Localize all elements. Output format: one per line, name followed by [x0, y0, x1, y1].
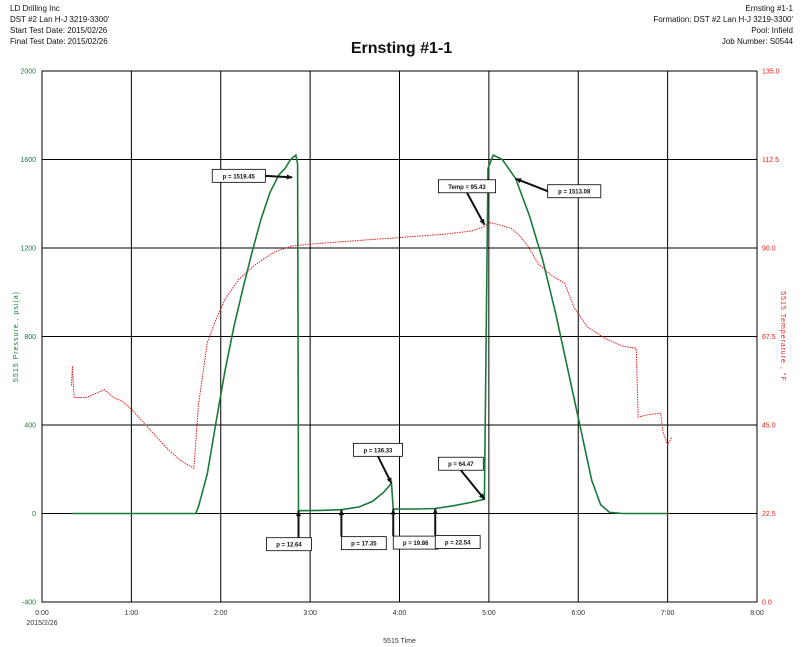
annotation-label: p = 12.64	[276, 543, 302, 549]
annotation-label: p = 17.35	[351, 542, 377, 548]
chart-title: Ernsting #1-1	[350, 40, 453, 57]
y-tick-label: 400	[24, 423, 36, 430]
annotation-label: p = 1519.45	[223, 174, 256, 180]
y-tick-label: -400	[22, 600, 36, 607]
job-number: Job Number: S0544	[721, 37, 793, 46]
x-tick-label: 6:00	[571, 610, 585, 617]
annotation-arrowhead	[479, 218, 485, 225]
annotation-label: p = 22.54	[445, 541, 471, 547]
annotation-label: p = 19.86	[403, 541, 429, 547]
y-tick-label: 0	[32, 511, 36, 518]
start-test-date: Start Test Date: 2015/02/26	[10, 26, 108, 35]
x-tick-label: 5:00	[482, 610, 496, 617]
x-tick-label: 4:00	[393, 610, 407, 617]
annotation-arrowhead	[390, 509, 396, 515]
annotation-arrow	[466, 192, 486, 226]
y-axis-label: 5515 Pressure , psi(a)	[13, 291, 20, 382]
header-left: LD Drilling Inc DST #2 Lan H-J 3219-3300…	[10, 3, 109, 47]
y2-tick-label: 22.5	[762, 511, 776, 518]
annotation-arrowhead	[478, 493, 485, 500]
x-tick-label: 1:00	[125, 610, 139, 617]
temperature-line	[71, 221, 673, 470]
annotation-box	[434, 535, 481, 549]
annotation-label: p = 1513.08	[558, 190, 591, 196]
annotation-label: Temp = 95.43	[448, 185, 486, 191]
y2-tick-label: 0.0	[762, 600, 772, 607]
annotation-arrowhead	[515, 178, 522, 184]
annotation-arrowhead	[338, 509, 345, 516]
x-tick-label: 2:00	[214, 610, 228, 617]
formation: Formation: DST #2 Lan H-J 3219-3300'	[653, 15, 793, 24]
final-test-date: Final Test Date: 2015/02/26	[10, 37, 108, 46]
annotation-arrow	[515, 177, 549, 193]
y2-tick-label: 67.5	[762, 334, 776, 341]
x-tick-label: 3:00	[303, 610, 317, 617]
annotation-arrowhead	[286, 174, 293, 180]
pool: Pool: Infield	[751, 26, 793, 35]
annotation-box	[266, 537, 312, 552]
annotation-arrowhead	[432, 508, 438, 514]
header-right: Ernsting #1-1 Formation: DST #2 Lan H-J …	[653, 3, 793, 47]
y2-tick-label: 45.0	[762, 423, 776, 430]
x-tick-label: 0:00	[35, 610, 49, 617]
y-tick-label: 2000	[20, 69, 36, 76]
x-axis-label: 5515 Time	[383, 638, 416, 645]
x-tick-label: 8:00	[750, 610, 764, 617]
y2-tick-label: 112.5	[762, 157, 779, 164]
company-name: LD Drilling Inc	[10, 4, 60, 13]
annotation-arrowhead	[386, 477, 392, 484]
y2-tick-label: 135.0	[762, 69, 780, 76]
annotation-box	[341, 536, 387, 551]
y-tick-label: 1600	[20, 157, 36, 164]
test-description: DST #2 Lan H-J 3219-3300'	[10, 15, 110, 24]
annotation-label: p = 136.33	[364, 448, 394, 454]
x-date-label: 2015/2/26	[26, 620, 57, 627]
y2-tick-label: 90.0	[762, 246, 776, 253]
x-tick-label: 7:00	[661, 610, 675, 617]
annotation-arrowhead	[295, 510, 302, 517]
well-name: Ernsting #1-1	[745, 4, 793, 13]
y-tick-label: 800	[24, 334, 36, 341]
pressure-line	[71, 153, 668, 515]
annotation-arrow	[460, 469, 486, 500]
y2-axis-label: 5515 Temperature , °F	[779, 291, 787, 382]
y-tick-label: 1200	[20, 246, 36, 253]
annotation-label: p = 64.47	[448, 462, 474, 468]
